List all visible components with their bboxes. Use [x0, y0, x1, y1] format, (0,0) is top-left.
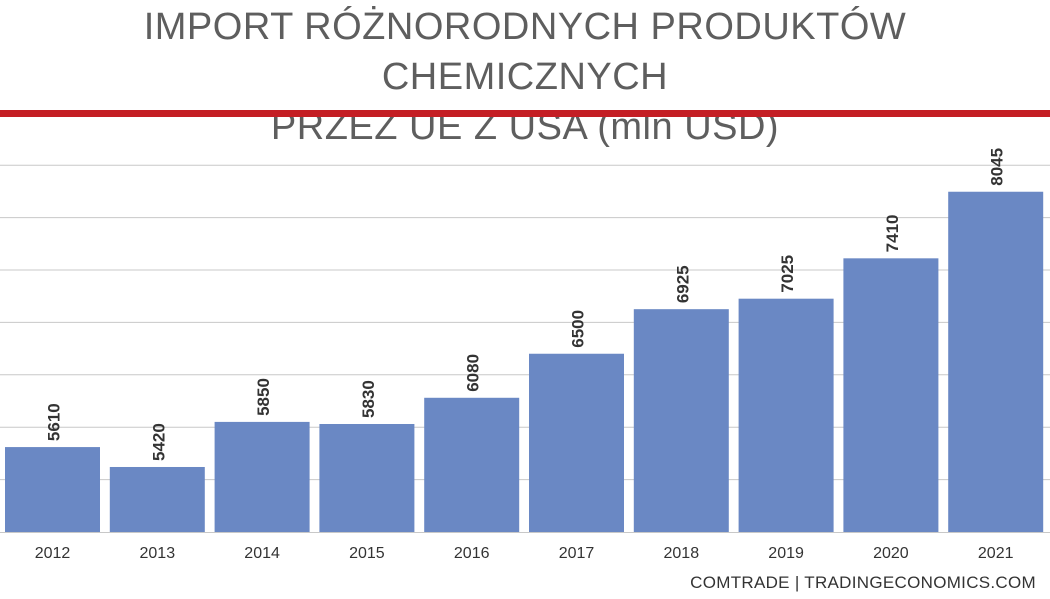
bar-2020: [843, 258, 939, 532]
x-tick-label-2019: 2019: [768, 545, 804, 562]
x-tick-label-2016: 2016: [454, 545, 490, 562]
x-tick-label-2021: 2021: [978, 545, 1014, 562]
data-label-2015: 5830: [359, 380, 378, 418]
bar-2012: [5, 447, 100, 532]
x-tick-label-2020: 2020: [873, 545, 909, 562]
data-label-2016: 6080: [464, 354, 483, 392]
data-label-2014: 5850: [254, 378, 273, 416]
x-tick-label-2015: 2015: [349, 545, 385, 562]
bar-2013: [109, 466, 205, 532]
x-tick-label-2014: 2014: [244, 545, 280, 562]
data-label-2018: 6925: [673, 265, 692, 303]
bar-2021: [948, 191, 1044, 532]
data-label-2012: 5610: [45, 403, 64, 441]
bar-2015: [319, 423, 415, 532]
data-label-2020: 7410: [883, 214, 902, 252]
data-label-2019: 7025: [778, 255, 797, 293]
data-label-2017: 6500: [569, 310, 588, 348]
x-tick-label-2018: 2018: [664, 545, 700, 562]
chart-title-line-1: IMPORT RÓŻNORODNYCH PRODUKTÓW CHEMICZNYC…: [143, 6, 907, 98]
data-label-2021: 8045: [988, 148, 1007, 186]
bar-2016: [424, 397, 520, 532]
bar-2019: [738, 298, 834, 532]
bar-chart: 5610 2012 5420 2013 5850 2014 5830 2015 6080 2016…: [0, 148, 1050, 562]
x-tick-label-2013: 2013: [140, 545, 176, 562]
bar-2018: [633, 309, 729, 532]
x-tick-label-2012: 2012: [35, 545, 71, 562]
data-label-2013: 5420: [149, 423, 168, 461]
bar-2017: [529, 353, 624, 532]
bar-2014: [214, 421, 310, 532]
x-tick-label-2017: 2017: [559, 545, 595, 562]
source-credit: COMTRADE | TRADINGECONOMICS.COM: [690, 573, 1036, 592]
accent-rule: [0, 110, 1050, 117]
